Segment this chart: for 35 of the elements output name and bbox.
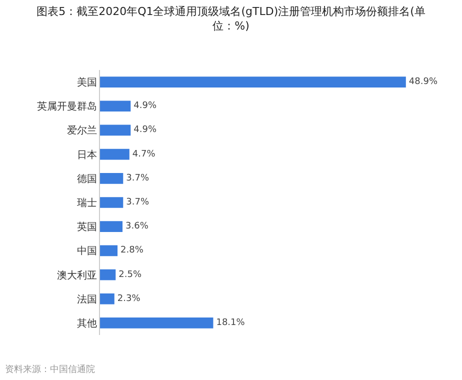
data-label: 4.7% bbox=[132, 149, 156, 160]
y-tick-label: 澳大利亚 bbox=[57, 269, 97, 282]
y-tick-label: 瑞士 bbox=[77, 197, 97, 209]
data-label: 48.9% bbox=[408, 77, 438, 88]
data-label: 2.3% bbox=[117, 294, 141, 304]
data-label: 4.9% bbox=[134, 125, 157, 136]
bar bbox=[100, 100, 131, 112]
y-tick-label: 美国 bbox=[77, 76, 97, 89]
data-label: 18.1% bbox=[216, 318, 246, 328]
bar bbox=[100, 124, 131, 136]
bar bbox=[100, 245, 118, 256]
chart-title: 图表5：截至2020年Q1全球通用顶级域名(gTLD)注册管理机构市场份额排名(单位：%) bbox=[36, 5, 426, 32]
y-tick-label: 法国 bbox=[77, 293, 97, 306]
bar bbox=[100, 293, 114, 304]
y-tick-label: 其他 bbox=[77, 317, 97, 330]
bar bbox=[100, 269, 116, 280]
y-tick-label: 英属开曼群岛 bbox=[37, 100, 97, 113]
y-tick-label: 英国 bbox=[77, 221, 97, 234]
y-tick-label: 中国 bbox=[77, 245, 97, 258]
y-tick-label: 爱尔兰 bbox=[67, 124, 97, 137]
bar bbox=[100, 221, 123, 232]
text: 资料来源：中国信通院 bbox=[5, 364, 95, 375]
data-label: 3.7% bbox=[126, 173, 150, 184]
data-label: 4.9% bbox=[134, 101, 157, 112]
bar bbox=[100, 148, 130, 160]
bar bbox=[100, 197, 124, 208]
data-label: 2.8% bbox=[120, 246, 144, 256]
data-label: 2.5% bbox=[118, 270, 142, 280]
data-label: 3.6% bbox=[126, 222, 149, 232]
bar bbox=[100, 172, 124, 184]
y-tick-label: 德国 bbox=[77, 174, 97, 185]
data-label: 3.7% bbox=[126, 198, 150, 208]
y-tick-label: 日本 bbox=[77, 148, 97, 161]
bar bbox=[100, 318, 214, 328]
bar bbox=[100, 76, 406, 88]
